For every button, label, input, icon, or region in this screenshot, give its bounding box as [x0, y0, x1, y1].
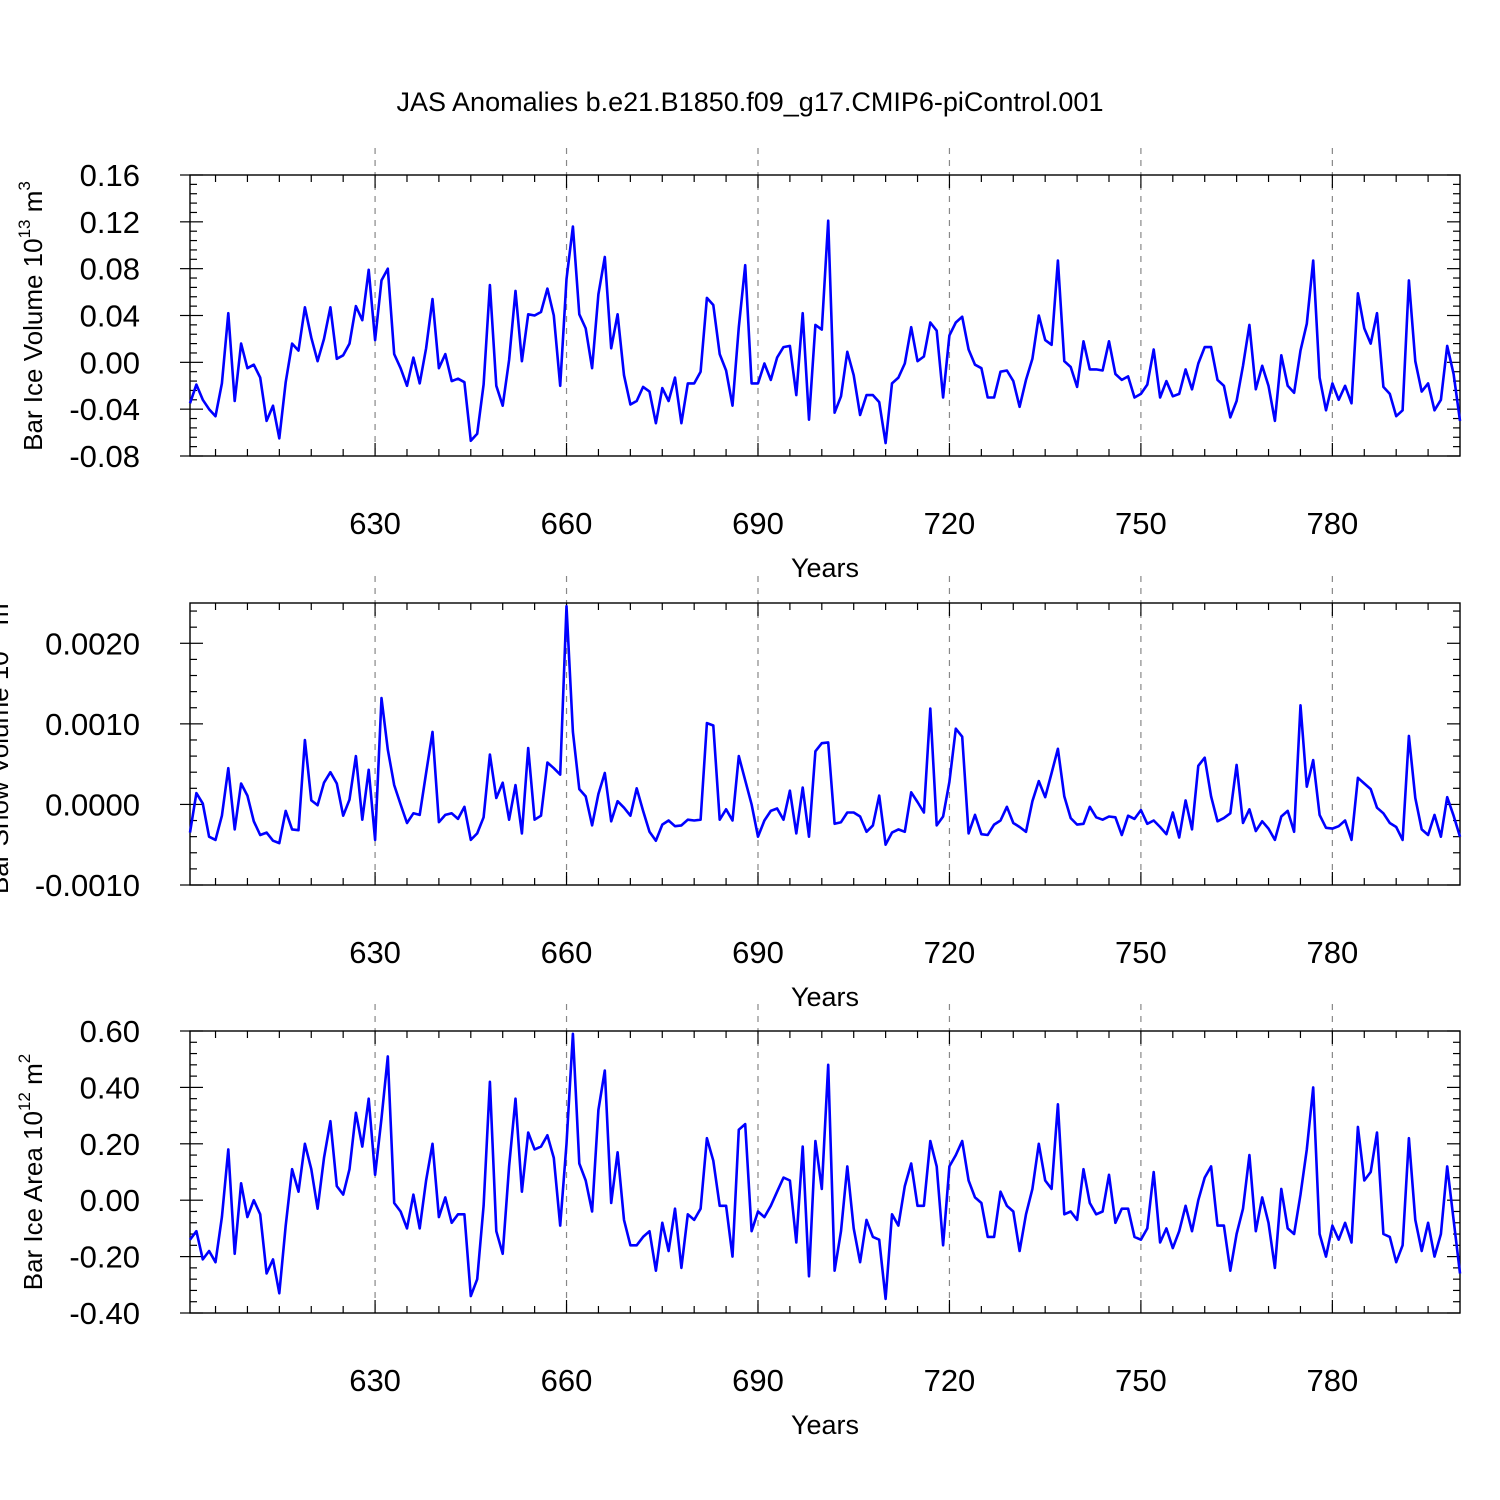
panel-ice-area-x-tick-labels: 630 660 690 720 750 780 [349, 1363, 1358, 1398]
y-tick-label: 0.16 [80, 158, 140, 193]
panel-ice-volume: -0.08 -0.04 0.00 0.04 0.08 0.12 0.16 630 660 690… [15, 148, 1462, 583]
y-label-prefix: Bar Ice Area 10 [18, 1111, 48, 1290]
x-tick-label: 630 [349, 506, 401, 541]
x-tick-label: 720 [924, 1363, 976, 1398]
y-tick-label: 0.60 [80, 1014, 140, 1049]
y-label-mid: m [18, 191, 48, 220]
y-label-sup2: 3 [15, 181, 34, 190]
y-label-sup1: 13 [15, 219, 34, 238]
x-tick-label: 630 [349, 935, 401, 970]
y-label-prefix: Bar Ice Volume 10 [18, 238, 48, 450]
panel-ice-volume-x-tick-labels: 630 660 690 720 750 780 [349, 506, 1358, 541]
y-tick-label: 0.00 [80, 1183, 140, 1218]
x-tick-label: 750 [1115, 935, 1167, 970]
y-label-mid: m [18, 1063, 48, 1092]
x-tick-label: 630 [349, 1363, 401, 1398]
panel-snow-volume-y-tick-labels: -0.0010 0.0000 0.0010 0.0020 [35, 626, 140, 903]
panel-ice-volume-x-axis-label: Years [791, 553, 859, 583]
x-tick-label: 660 [541, 1363, 593, 1398]
y-label-mid: m [0, 603, 14, 632]
panel-ice-area: -0.40 -0.20 0.00 0.20 0.40 0.60 630 660 690 720 7… [15, 1004, 1462, 1440]
panel-ice-volume-frame [189, 174, 1461, 457]
panel-ice-area-grid [374, 1004, 1333, 1313]
y-tick-label: 0.08 [80, 252, 140, 287]
y-tick-label: 0.12 [80, 205, 140, 240]
panel-ice-volume-ticks [180, 174, 1460, 457]
x-tick-label: 780 [1306, 935, 1358, 970]
panel-snow-volume-series-line [188, 604, 1462, 846]
x-tick-label: 780 [1306, 506, 1358, 541]
x-tick-label: 690 [732, 1363, 784, 1398]
y-tick-label: 0.0000 [45, 787, 140, 822]
panel-ice-area-y-tick-labels: -0.40 -0.20 0.00 0.20 0.40 0.60 [69, 1014, 140, 1331]
panel-ice-area-y-axis-label: Bar Ice Area 1012 m2 [15, 1054, 48, 1291]
y-tick-label: 0.04 [80, 299, 140, 334]
panel-ice-volume-series-line [188, 219, 1462, 445]
panel-snow-volume-grid [374, 576, 1333, 885]
figure-title: JAS Anomalies b.e21.B1850.f09_g17.CMIP6-… [397, 87, 1104, 117]
panel-snow-volume-ticks [180, 603, 1460, 886]
panel-ice-volume-y-axis-label: Bar Ice Volume 1013 m3 [15, 181, 48, 451]
y-tick-label: -0.40 [69, 1296, 140, 1331]
y-label-sup1: 12 [15, 1092, 34, 1111]
y-label-sup2: 2 [15, 1054, 34, 1063]
x-tick-label: 720 [924, 935, 976, 970]
panel-ice-area-x-axis-label: Years [791, 1410, 859, 1440]
panel-snow-volume: -0.0010 0.0000 0.0010 0.0020 630 660 690 720 75… [0, 576, 1462, 1012]
y-tick-label: -0.0010 [35, 868, 140, 903]
x-tick-label: 780 [1306, 1363, 1358, 1398]
x-tick-label: 690 [732, 935, 784, 970]
y-tick-label: -0.08 [69, 439, 140, 474]
x-tick-label: 750 [1115, 506, 1167, 541]
panel-ice-area-frame [189, 1030, 1461, 1314]
y-label-prefix: Bar Snow Volume 10 [0, 651, 14, 894]
panel-ice-volume-grid [374, 148, 1333, 456]
y-tick-label: 0.0010 [45, 707, 140, 742]
panel-snow-volume-y-axis-label: Bar Snow Volume 1013 m3 [0, 594, 14, 894]
panel-ice-volume-y-tick-labels: -0.08 -0.04 0.00 0.04 0.08 0.12 0.16 [69, 158, 140, 474]
y-tick-label: -0.20 [69, 1240, 140, 1275]
x-tick-label: 720 [924, 506, 976, 541]
y-tick-label: 0.0020 [45, 626, 140, 661]
y-tick-label: -0.04 [69, 392, 140, 427]
panel-snow-volume-x-axis-label: Years [791, 982, 859, 1012]
y-tick-label: 0.00 [80, 345, 140, 380]
y-tick-label: 0.40 [80, 1070, 140, 1105]
x-tick-label: 660 [541, 935, 593, 970]
panel-snow-volume-x-tick-labels: 630 660 690 720 750 780 [349, 935, 1358, 970]
x-tick-label: 690 [732, 506, 784, 541]
x-tick-label: 750 [1115, 1363, 1167, 1398]
panel-snow-volume-frame [189, 602, 1461, 886]
x-tick-label: 660 [541, 506, 593, 541]
panel-ice-area-series-line [188, 1032, 1462, 1301]
y-tick-label: 0.20 [80, 1127, 140, 1162]
